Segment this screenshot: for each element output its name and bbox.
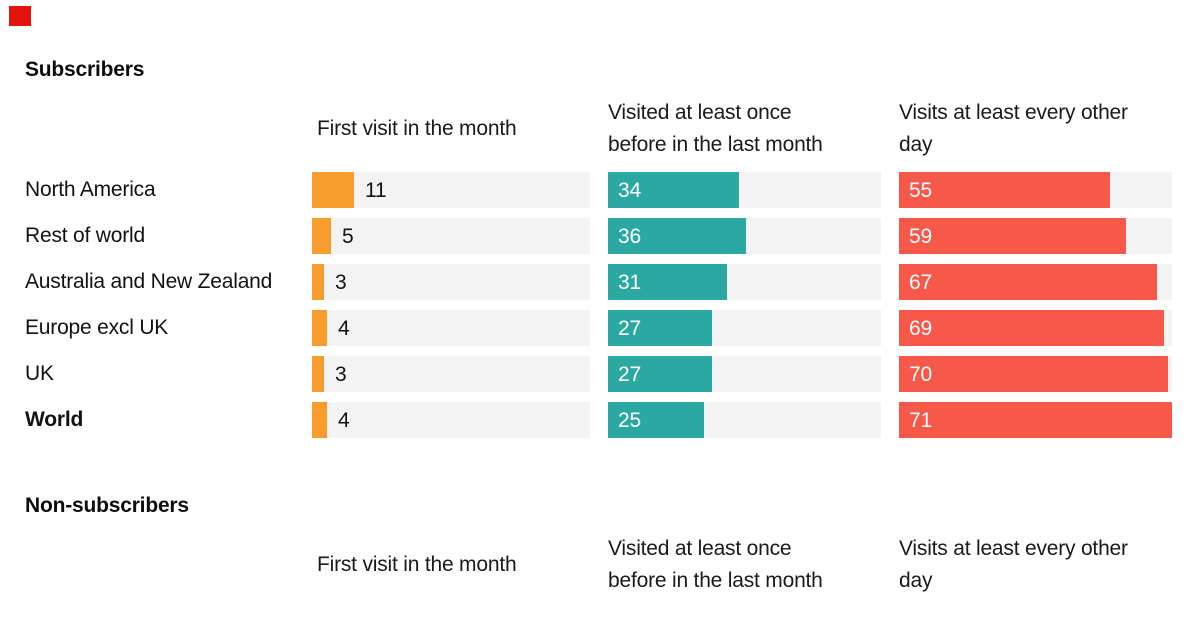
bar-track-every-other-day: 69 (899, 310, 1172, 346)
bar-track-visited-before: 31 (608, 264, 881, 300)
bar-every-other-day (899, 172, 1110, 208)
table-row: Rest of world 5 36 59 (0, 213, 1200, 259)
column-header-line: day (899, 569, 933, 592)
table-row: Australia and New Zealand 3 31 67 (0, 259, 1200, 305)
column-header-first-visit: First visit in the month (312, 549, 590, 581)
bar-track-every-other-day: 59 (899, 218, 1172, 254)
column-header-line: First visit in the month (317, 553, 517, 576)
bar-track-first-visit: 11 (312, 172, 590, 208)
value-label: 71 (909, 409, 932, 432)
column-header-line: before in the last month (608, 133, 823, 156)
bar-track-first-visit: 3 (312, 356, 590, 392)
bar-track-visited-before: 25 (608, 402, 881, 438)
bar-every-other-day (899, 218, 1126, 254)
bar-track-first-visit: 4 (312, 310, 590, 346)
bar-track-every-other-day: 70 (899, 356, 1172, 392)
column-header-line: First visit in the month (317, 117, 517, 140)
bar-track-first-visit: 4 (312, 402, 590, 438)
row-label: World (25, 408, 84, 431)
value-label: 4 (338, 317, 350, 340)
bar-visited-before (608, 356, 712, 392)
bar-first-visit (312, 264, 324, 300)
bar-first-visit (312, 172, 354, 208)
value-label: 55 (909, 179, 932, 202)
column-header-first-visit: First visit in the month (312, 113, 590, 145)
bar-first-visit (312, 356, 324, 392)
bar-every-other-day (899, 402, 1172, 438)
bar-visited-before (608, 264, 727, 300)
rows: North America 11 34 55 Rest of world 5 3… (0, 167, 1200, 443)
bar-every-other-day (899, 310, 1164, 346)
table-row: World 4 25 71 (0, 397, 1200, 443)
column-header-line: Visits at least every other (899, 101, 1128, 124)
column-header-every-other-day: Visits at least every other day (899, 533, 1172, 597)
bar-track-visited-before: 36 (608, 218, 881, 254)
value-label: 34 (618, 179, 641, 202)
section-title-non-subscribers: Non-subscribers (25, 494, 189, 517)
bar-visited-before (608, 172, 739, 208)
table-row: Europe excl UK 4 27 69 (0, 305, 1200, 351)
column-headers-bottom: First visit in the month Visited at leas… (0, 533, 1200, 597)
bar-first-visit (312, 218, 331, 254)
bar-track-every-other-day: 55 (899, 172, 1172, 208)
section-title-subscribers: Subscribers (25, 58, 145, 81)
row-label: North America (25, 178, 156, 201)
column-header-line: Visited at least once (608, 101, 792, 124)
bar-visited-before (608, 310, 712, 346)
column-header-line: Visits at least every other (899, 537, 1128, 560)
column-headers-top: First visit in the month Visited at leas… (0, 97, 1200, 161)
value-label: 70 (909, 363, 932, 386)
bar-track-visited-before: 34 (608, 172, 881, 208)
bar-every-other-day (899, 356, 1168, 392)
column-header-line: before in the last month (608, 569, 823, 592)
column-header-line: Visited at least once (608, 537, 792, 560)
value-label: 67 (909, 271, 932, 294)
value-label: 3 (335, 363, 347, 386)
bar-track-every-other-day: 67 (899, 264, 1172, 300)
bar-track-visited-before: 27 (608, 356, 881, 392)
bar-first-visit (312, 402, 327, 438)
row-label: Australia and New Zealand (25, 270, 273, 293)
value-label: 5 (342, 225, 354, 248)
value-label: 11 (365, 179, 387, 202)
bar-track-first-visit: 5 (312, 218, 590, 254)
bar-track-visited-before: 27 (608, 310, 881, 346)
row-label: Europe excl UK (25, 316, 169, 339)
row-label: UK (25, 362, 54, 385)
column-header-every-other-day: Visits at least every other day (899, 97, 1172, 161)
bar-visited-before (608, 402, 704, 438)
column-header-visited-before: Visited at least once before in the last… (608, 97, 881, 161)
table-row: UK 3 27 70 (0, 351, 1200, 397)
brand-mark (9, 6, 31, 26)
bar-track-every-other-day: 71 (899, 402, 1172, 438)
value-label: 36 (618, 225, 641, 248)
value-label: 4 (338, 409, 350, 432)
bar-track-first-visit: 3 (312, 264, 590, 300)
column-header-visited-before: Visited at least once before in the last… (608, 533, 881, 597)
value-label: 59 (909, 225, 932, 248)
value-label: 69 (909, 317, 932, 340)
bar-visited-before (608, 218, 746, 254)
value-label: 25 (618, 409, 641, 432)
bar-first-visit (312, 310, 327, 346)
value-label: 31 (618, 271, 641, 294)
column-header-line: day (899, 133, 933, 156)
value-label: 27 (618, 363, 641, 386)
value-label: 3 (335, 271, 347, 294)
table-row: North America 11 34 55 (0, 167, 1200, 213)
value-label: 27 (618, 317, 641, 340)
row-label: Rest of world (25, 224, 145, 247)
bar-every-other-day (899, 264, 1157, 300)
